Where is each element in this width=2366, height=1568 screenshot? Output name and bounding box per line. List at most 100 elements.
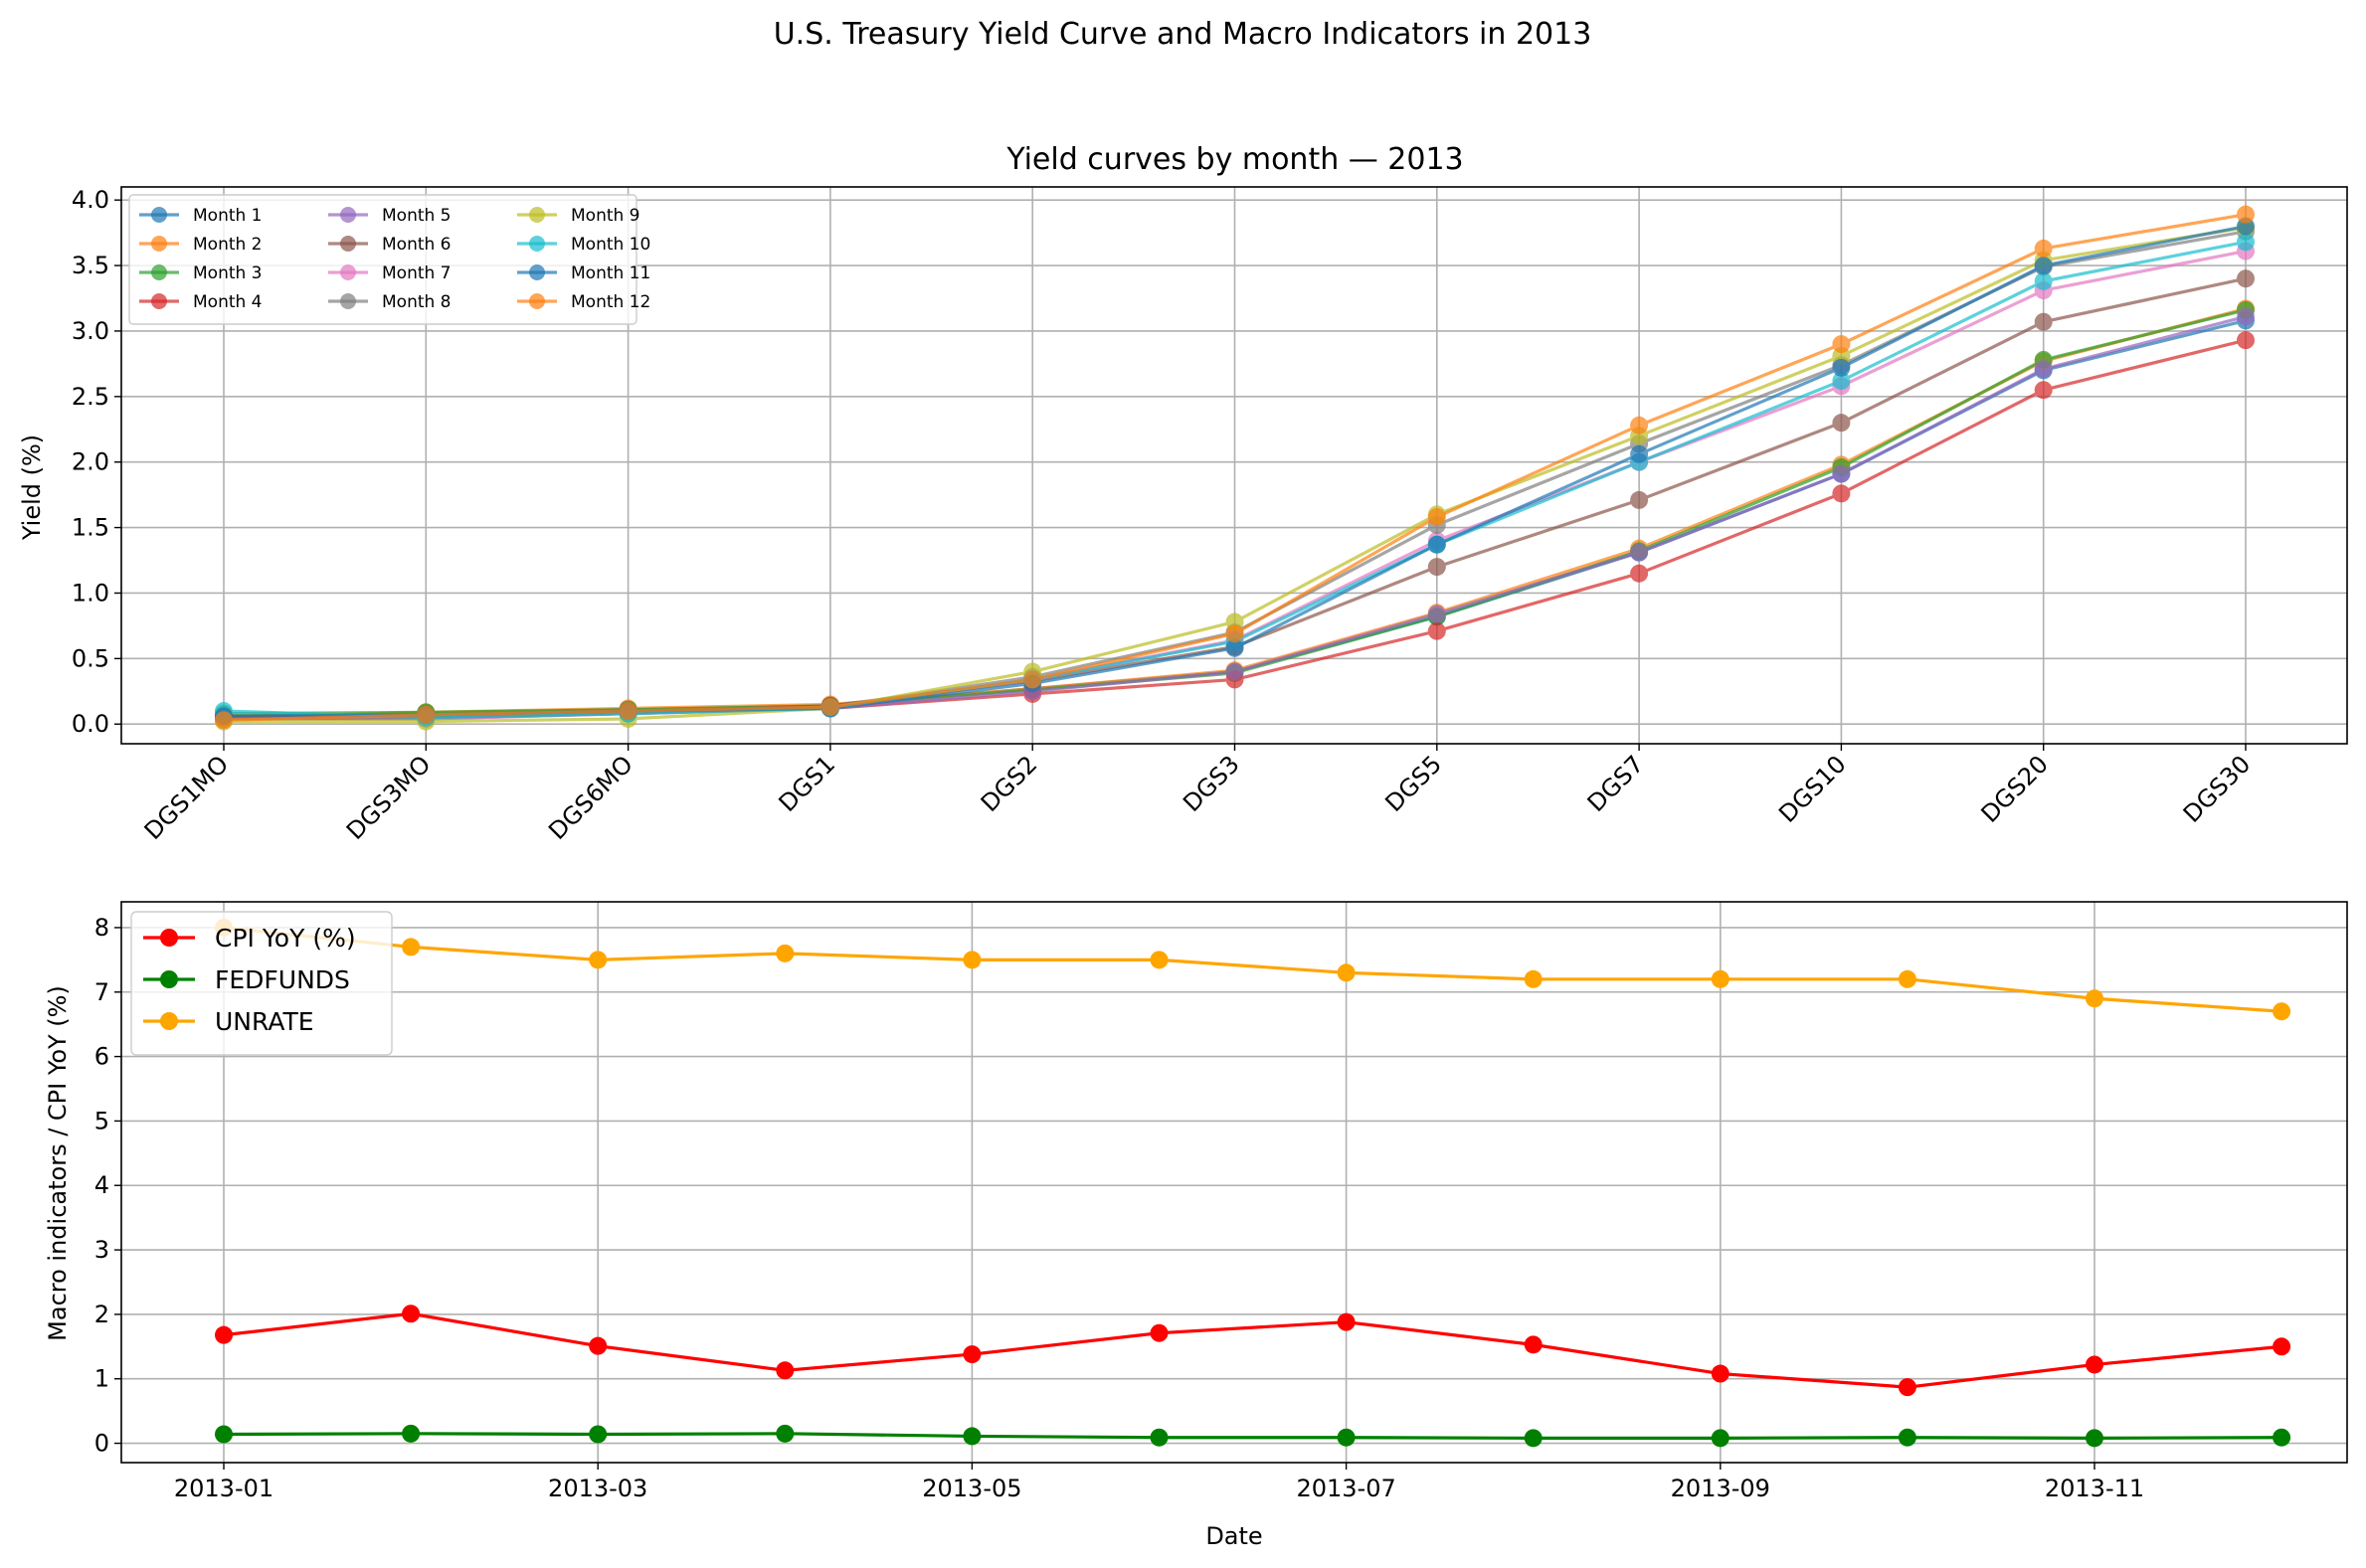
legend-label: Month 6 xyxy=(382,235,452,255)
legend-item-month-7: Month 7 xyxy=(328,263,452,283)
legend-swatch-marker xyxy=(160,1012,178,1030)
y-tick-label: 2 xyxy=(94,1301,109,1328)
legend-box xyxy=(128,194,637,325)
legend-swatch-marker xyxy=(529,293,545,309)
legend-label: Month 7 xyxy=(382,263,452,283)
data-point xyxy=(1630,444,1649,463)
legend-label: UNRATE xyxy=(215,1007,314,1036)
data-point xyxy=(215,1325,233,1344)
y-tick-label: 0.0 xyxy=(72,710,109,738)
series-line xyxy=(223,1432,2282,1440)
x-tick-label: 2013-03 xyxy=(548,1475,647,1502)
legend-item-month-12: Month 12 xyxy=(517,292,650,312)
data-point xyxy=(2086,1429,2103,1448)
series-cpi-yoy xyxy=(215,1305,2291,1397)
legend-item-month-3: Month 3 xyxy=(139,263,263,283)
data-point xyxy=(2086,989,2103,1008)
series-unrate xyxy=(215,918,2291,1021)
legend-label: Month 10 xyxy=(571,235,650,255)
data-point xyxy=(1524,1429,1543,1448)
legend-item-month-6: Month 6 xyxy=(328,235,452,255)
legend-label: Month 3 xyxy=(193,263,263,283)
data-point xyxy=(1337,963,1356,982)
data-point xyxy=(402,1424,421,1443)
series-month-12 xyxy=(215,205,2255,730)
y-tick-label: 0.5 xyxy=(72,644,109,672)
data-point xyxy=(1832,414,1851,433)
legend-item-fedfunds: FEDFUNDS xyxy=(143,965,350,994)
data-point xyxy=(1150,1323,1169,1342)
data-point xyxy=(2086,1355,2103,1374)
data-point xyxy=(963,1345,982,1364)
data-point xyxy=(776,944,795,962)
legend-swatch-marker xyxy=(340,264,356,280)
data-point xyxy=(1150,1428,1169,1447)
data-point xyxy=(2237,233,2255,252)
data-point xyxy=(1898,969,1916,988)
legend-swatch-marker xyxy=(529,264,545,280)
data-point xyxy=(2034,239,2053,258)
legend-swatch-marker xyxy=(340,236,356,252)
data-point xyxy=(963,1427,982,1446)
data-point xyxy=(1337,1428,1356,1447)
legend-label: Month 5 xyxy=(382,206,452,226)
legend-item-month-5: Month 5 xyxy=(328,206,452,226)
y-tick-label: 7 xyxy=(94,978,109,1006)
y-tick-label: 1.0 xyxy=(72,579,109,607)
data-point xyxy=(776,1361,795,1380)
legend-item-month-9: Month 9 xyxy=(517,206,640,226)
macro-plot-frame xyxy=(120,901,2348,1464)
y-tick-label: 4.0 xyxy=(72,186,109,214)
data-point xyxy=(1832,358,1851,377)
data-point xyxy=(1832,484,1851,503)
legend-swatch-marker xyxy=(151,293,167,309)
data-point xyxy=(2237,269,2255,288)
legend-label: Month 2 xyxy=(193,235,263,255)
data-point xyxy=(215,711,233,730)
y-tick-label: 3 xyxy=(94,1236,109,1264)
data-point xyxy=(1427,535,1446,554)
data-point xyxy=(2034,381,2053,400)
data-point xyxy=(1427,605,1446,623)
y-tick-label: 5 xyxy=(94,1107,109,1134)
data-point xyxy=(2237,307,2255,326)
legend-item-month-4: Month 4 xyxy=(139,292,263,312)
data-point xyxy=(1711,1364,1729,1383)
y-tick-label: 1 xyxy=(94,1365,109,1393)
data-point xyxy=(1524,1335,1543,1354)
macro-ticks: 2013-01 2013-03 2013-05 2013-07 2013-09 2013-… xyxy=(94,914,2144,1502)
series-line xyxy=(223,926,2282,1013)
legend-item-month-11: Month 11 xyxy=(517,263,650,283)
legend-item-month-8: Month 8 xyxy=(328,292,452,312)
data-point xyxy=(1225,638,1244,657)
figure-title: U.S. Treasury Yield Curve and Macro Indi… xyxy=(774,17,1592,52)
data-point xyxy=(2034,360,2053,379)
data-point xyxy=(589,1425,608,1444)
yield-chart-title: Yield curves by month — 2013 xyxy=(1005,142,1463,177)
macro-chart-xlabel: Date xyxy=(1205,1522,1262,1550)
data-point xyxy=(1023,670,1042,689)
data-point xyxy=(1711,1429,1729,1448)
data-point xyxy=(2237,331,2255,350)
data-point xyxy=(1898,1378,1916,1397)
macro-legend: CPI YoY (%) FEDFUNDS UNRATE xyxy=(130,911,393,1056)
data-point xyxy=(589,1336,608,1355)
data-point xyxy=(1427,621,1446,640)
legend-swatch-marker xyxy=(160,929,178,947)
legend-swatch-marker xyxy=(340,293,356,309)
data-point xyxy=(619,702,637,721)
data-point xyxy=(1427,558,1446,577)
data-point xyxy=(2237,205,2255,224)
yield-series xyxy=(215,205,2255,731)
legend-swatch-marker xyxy=(340,207,356,223)
data-point xyxy=(1630,416,1649,435)
legend-label: Month 1 xyxy=(193,206,263,226)
data-point xyxy=(1711,969,1729,988)
data-point xyxy=(1630,543,1649,562)
legend-swatch-marker xyxy=(151,236,167,252)
legend-swatch-marker xyxy=(151,207,167,223)
data-point xyxy=(2034,271,2053,290)
data-point xyxy=(2273,1428,2291,1447)
data-point xyxy=(1630,490,1649,509)
data-point xyxy=(1427,508,1446,527)
